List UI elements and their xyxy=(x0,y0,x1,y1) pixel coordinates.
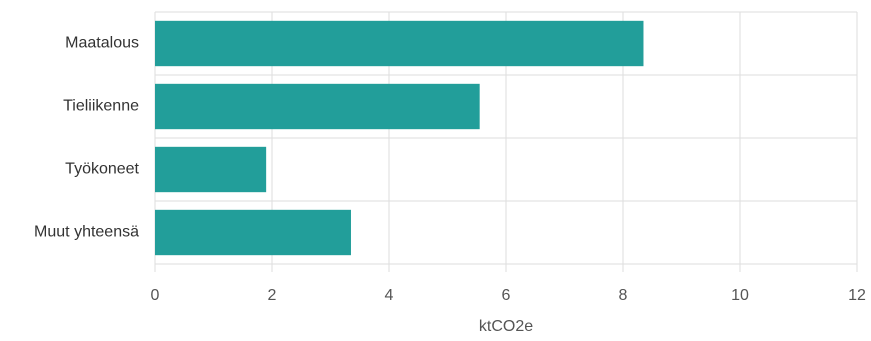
category-label: Työkoneet xyxy=(65,161,139,178)
bar-maatalous xyxy=(155,20,644,67)
bar-työkoneet xyxy=(155,146,267,193)
bar-tieliikenne xyxy=(155,83,480,130)
category-label: Tieliikenne xyxy=(63,98,139,115)
x-tick-label: 12 xyxy=(848,287,866,304)
bars xyxy=(155,20,644,256)
x-tick-label: 2 xyxy=(268,287,277,304)
category-label: Maatalous xyxy=(65,35,139,52)
x-tick-label: 0 xyxy=(151,287,160,304)
x-tick-label: 6 xyxy=(502,287,511,304)
x-axis-title: ktCO2e xyxy=(479,318,533,335)
x-tick-label: 10 xyxy=(731,287,749,304)
x-tick-label: 8 xyxy=(619,287,628,304)
x-tick-labels: 0 2 4 6 8 10 12 xyxy=(151,287,866,304)
x-tick-label: 4 xyxy=(385,287,394,304)
category-label: Muut yhteensä xyxy=(34,224,139,241)
bar-muut-yhteensä xyxy=(155,209,351,256)
grid xyxy=(154,11,858,272)
category-labels: Maatalous Tieliikenne Työkoneet Muut yhteen… xyxy=(34,35,140,241)
